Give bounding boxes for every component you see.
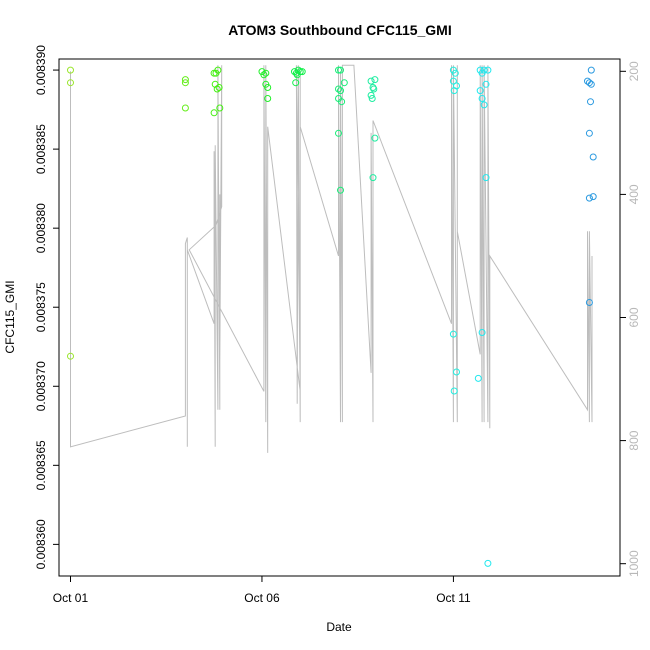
x-axis: Oct 01 Oct 06 Oct 11 bbox=[53, 576, 471, 605]
data-point bbox=[367, 77, 375, 85]
data-point bbox=[292, 79, 300, 87]
data-point bbox=[450, 87, 458, 95]
data-point bbox=[480, 101, 488, 109]
data-point bbox=[260, 71, 268, 79]
y2-tick-label: 400 bbox=[627, 184, 641, 204]
data-point bbox=[337, 186, 344, 194]
pressure-line bbox=[70, 64, 593, 453]
data-point bbox=[338, 98, 346, 106]
data-point bbox=[67, 79, 74, 87]
data-point bbox=[67, 352, 74, 360]
data-point bbox=[587, 80, 595, 88]
data-point bbox=[478, 95, 486, 102]
y2-axis: 200 400 600 800 1000 bbox=[620, 61, 641, 577]
y-tick-label: 0.008375 bbox=[34, 282, 48, 332]
y2-tick-label: 200 bbox=[627, 61, 641, 81]
data-point bbox=[482, 80, 490, 88]
x-tick-label: Oct 01 bbox=[53, 591, 89, 605]
data-point bbox=[335, 85, 342, 93]
data-point bbox=[478, 69, 486, 77]
chart-title: ATOM3 Southbound CFC115_GMI bbox=[228, 22, 452, 38]
x-axis-label: Date bbox=[326, 620, 352, 634]
data-point bbox=[262, 69, 270, 77]
data-point bbox=[478, 329, 486, 336]
data-point bbox=[585, 299, 593, 306]
y-tick-label: 0.008365 bbox=[34, 440, 48, 490]
y-tick-label: 0.008390 bbox=[34, 45, 48, 95]
data-point bbox=[214, 66, 222, 74]
data-point bbox=[264, 84, 272, 91]
data-point bbox=[451, 69, 459, 77]
data-point bbox=[215, 84, 223, 91]
data-point bbox=[484, 559, 492, 567]
data-point bbox=[449, 330, 457, 338]
data-point bbox=[476, 87, 484, 95]
data-point bbox=[181, 79, 189, 87]
data-point bbox=[589, 193, 597, 201]
data-point bbox=[210, 109, 218, 117]
data-point bbox=[585, 194, 593, 202]
data-point bbox=[216, 104, 224, 112]
data-point bbox=[67, 66, 74, 74]
y2-tick-label: 1000 bbox=[627, 550, 641, 577]
data-point bbox=[368, 95, 376, 102]
data-point bbox=[340, 79, 348, 87]
x-tick-label: Oct 06 bbox=[244, 591, 280, 605]
data-point bbox=[264, 95, 272, 102]
data-point bbox=[482, 174, 490, 182]
data-point bbox=[371, 134, 379, 142]
y2-tick-label: 600 bbox=[627, 307, 641, 327]
data-point bbox=[293, 71, 301, 79]
y2-tick-label: 800 bbox=[627, 430, 641, 450]
data-point bbox=[585, 129, 593, 137]
y-axis: 0.008360 0.008365 0.008370 0.008375 0.008380… bbox=[34, 45, 59, 569]
data-point bbox=[484, 66, 492, 74]
data-point bbox=[589, 153, 597, 161]
data-point bbox=[587, 98, 594, 106]
data-point bbox=[298, 68, 306, 76]
data-point bbox=[213, 85, 221, 93]
data-point bbox=[453, 368, 460, 376]
data-point bbox=[585, 79, 593, 87]
y-axis-label: CFC115_GMI bbox=[3, 280, 17, 353]
data-point bbox=[474, 374, 482, 382]
data-points bbox=[67, 66, 597, 567]
data-point bbox=[337, 66, 344, 74]
data-point bbox=[294, 66, 302, 74]
pressure-trace bbox=[70, 64, 593, 453]
y-tick-label: 0.008370 bbox=[34, 361, 48, 411]
data-point bbox=[449, 77, 457, 85]
data-point bbox=[181, 104, 189, 112]
data-point bbox=[584, 77, 591, 85]
data-point bbox=[369, 174, 377, 182]
y-tick-label: 0.008380 bbox=[34, 203, 48, 253]
data-point bbox=[335, 66, 342, 74]
y-tick-label: 0.008385 bbox=[34, 124, 48, 174]
data-point bbox=[367, 91, 375, 99]
data-point bbox=[450, 387, 458, 395]
data-point bbox=[335, 129, 342, 137]
y-tick-label: 0.008360 bbox=[34, 519, 48, 569]
data-point bbox=[370, 85, 378, 93]
data-point bbox=[587, 66, 595, 74]
x-tick-label: Oct 11 bbox=[436, 591, 471, 605]
data-point bbox=[181, 76, 189, 84]
data-point bbox=[337, 87, 344, 95]
data-point bbox=[371, 76, 379, 84]
